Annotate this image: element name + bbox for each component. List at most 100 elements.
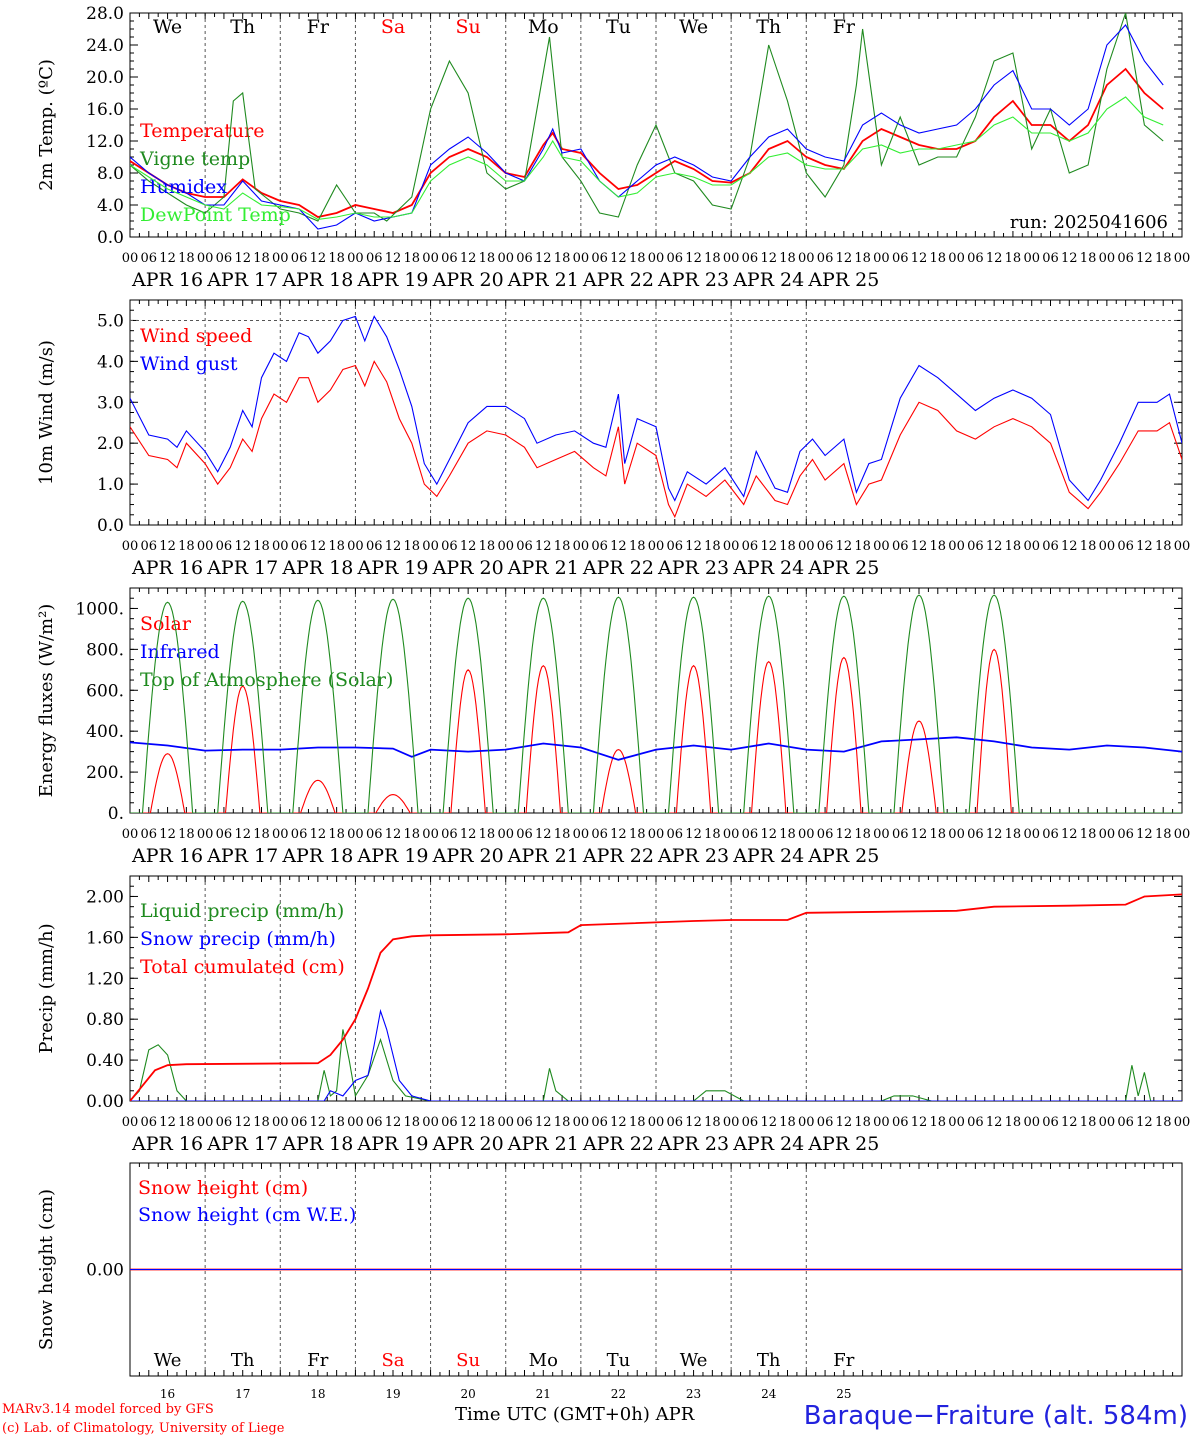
hour-tick-label: 18 bbox=[629, 539, 646, 554]
weekday-label: Mo bbox=[528, 16, 559, 38]
y-tick-label: 600. bbox=[86, 681, 124, 701]
date-label: APR 16 bbox=[131, 1133, 203, 1155]
hour-tick-label: 00 bbox=[122, 1115, 139, 1130]
y-tick-label: 0.80 bbox=[86, 1010, 124, 1030]
hour-tick-label: 18 bbox=[1155, 1115, 1172, 1130]
hour-tick-label: 18 bbox=[1080, 251, 1097, 266]
date-label: APR 25 bbox=[807, 1133, 879, 1155]
date-label: APR 20 bbox=[432, 269, 504, 291]
y-tick-label: 800. bbox=[86, 640, 124, 660]
y-tick-label: 200. bbox=[86, 763, 124, 783]
hour-tick-label: 00 bbox=[873, 827, 890, 842]
hour-tick-label: 00 bbox=[497, 251, 514, 266]
date-label: APR 17 bbox=[206, 557, 278, 579]
hour-tick-label: 06 bbox=[291, 539, 308, 554]
date-label: APR 24 bbox=[732, 557, 804, 579]
hour-tick-label: 18 bbox=[178, 539, 195, 554]
hour-tick-label: 00 bbox=[723, 539, 740, 554]
hour-tick-label: 12 bbox=[911, 539, 928, 554]
date-label: APR 22 bbox=[582, 557, 654, 579]
day-number-label: 18 bbox=[310, 1387, 325, 1401]
hour-tick-label: 00 bbox=[1023, 827, 1040, 842]
day-number-label: 25 bbox=[836, 1387, 851, 1401]
hour-tick-label: 12 bbox=[535, 827, 552, 842]
hour-tick-label: 12 bbox=[234, 827, 251, 842]
hour-tick-label: 00 bbox=[948, 1115, 965, 1130]
hour-tick-label: 00 bbox=[122, 539, 139, 554]
y-tick-label: 8.0 bbox=[97, 164, 124, 184]
hour-tick-label: 06 bbox=[141, 539, 158, 554]
y-tick-label: 1000. bbox=[75, 599, 124, 619]
hour-tick-label: 12 bbox=[986, 1115, 1003, 1130]
hour-tick-label: 18 bbox=[779, 539, 796, 554]
hour-tick-label: 00 bbox=[648, 1115, 665, 1130]
hour-tick-label: 12 bbox=[1136, 1115, 1153, 1130]
hour-tick-label: 00 bbox=[197, 251, 214, 266]
hour-tick-label: 06 bbox=[1117, 539, 1134, 554]
plot-frame-2 bbox=[129, 299, 1183, 526]
hour-tick-label: 06 bbox=[291, 251, 308, 266]
legend-entry: Wind speed bbox=[140, 325, 252, 347]
date-label: APR 20 bbox=[432, 845, 504, 867]
hour-tick-label: 12 bbox=[460, 1115, 477, 1130]
y-tick-label: 1.60 bbox=[86, 928, 124, 948]
hour-tick-label: 12 bbox=[836, 1115, 853, 1130]
date-label: APR 22 bbox=[582, 845, 654, 867]
y-axis-label: Snow height (cm) bbox=[36, 1189, 57, 1350]
hour-tick-label: 12 bbox=[234, 539, 251, 554]
date-label: APR 23 bbox=[657, 845, 729, 867]
hour-tick-label: 00 bbox=[1174, 251, 1191, 266]
hour-tick-label: 12 bbox=[610, 251, 627, 266]
hour-tick-label: 00 bbox=[1023, 251, 1040, 266]
date-label: APR 19 bbox=[356, 1133, 428, 1155]
hour-tick-label: 18 bbox=[404, 539, 421, 554]
hour-tick-label: 12 bbox=[1136, 827, 1153, 842]
date-label: APR 25 bbox=[807, 845, 879, 867]
hour-tick-label: 06 bbox=[967, 251, 984, 266]
hour-tick-label: 18 bbox=[629, 251, 646, 266]
hour-tick-label: 00 bbox=[873, 251, 890, 266]
hour-tick-label: 18 bbox=[1155, 827, 1172, 842]
hour-tick-label: 00 bbox=[422, 251, 439, 266]
hour-tick-label: 00 bbox=[422, 539, 439, 554]
date-label: APR 23 bbox=[657, 557, 729, 579]
date-label: APR 22 bbox=[582, 269, 654, 291]
y-tick-label: 1.0 bbox=[97, 475, 124, 495]
legend-entry: Vigne temp bbox=[139, 148, 250, 170]
date-label: APR 21 bbox=[507, 1133, 579, 1155]
legend-entry: Liquid precip (mm/h) bbox=[140, 900, 344, 922]
hour-tick-label: 18 bbox=[779, 251, 796, 266]
weekday-label: We bbox=[679, 16, 708, 38]
hour-tick-label: 06 bbox=[892, 827, 909, 842]
hour-tick-label: 12 bbox=[685, 827, 702, 842]
day-number-label: 21 bbox=[536, 1387, 551, 1401]
hour-tick-label: 06 bbox=[441, 1115, 458, 1130]
hour-tick-label: 00 bbox=[422, 827, 439, 842]
hour-tick-label: 12 bbox=[460, 827, 477, 842]
hour-tick-label: 00 bbox=[573, 1115, 590, 1130]
hour-tick-label: 12 bbox=[1061, 539, 1078, 554]
hour-tick-label: 12 bbox=[911, 1115, 928, 1130]
hour-tick-label: 12 bbox=[610, 827, 627, 842]
hour-tick-label: 18 bbox=[479, 539, 496, 554]
hour-tick-label: 18 bbox=[1005, 1115, 1022, 1130]
date-label: APR 25 bbox=[807, 557, 879, 579]
hour-tick-label: 00 bbox=[347, 539, 364, 554]
model-credit: MARv3.14 model forced by GFS bbox=[2, 1402, 214, 1417]
hour-tick-label: 00 bbox=[122, 827, 139, 842]
hour-tick-label: 18 bbox=[930, 251, 947, 266]
hour-tick-label: 12 bbox=[760, 827, 777, 842]
hour-tick-label: 12 bbox=[610, 539, 627, 554]
hour-tick-label: 06 bbox=[516, 1115, 533, 1130]
hour-tick-label: 18 bbox=[253, 827, 270, 842]
hour-tick-label: 18 bbox=[253, 539, 270, 554]
hour-tick-label: 12 bbox=[1136, 251, 1153, 266]
hour-tick-label: 06 bbox=[892, 539, 909, 554]
hour-tick-label: 18 bbox=[1080, 827, 1097, 842]
hour-tick-label: 18 bbox=[479, 1115, 496, 1130]
date-label: APR 21 bbox=[507, 845, 579, 867]
hour-tick-label: 12 bbox=[685, 251, 702, 266]
hour-tick-label: 00 bbox=[798, 1115, 815, 1130]
date-label: APR 21 bbox=[507, 269, 579, 291]
hour-tick-label: 00 bbox=[122, 251, 139, 266]
